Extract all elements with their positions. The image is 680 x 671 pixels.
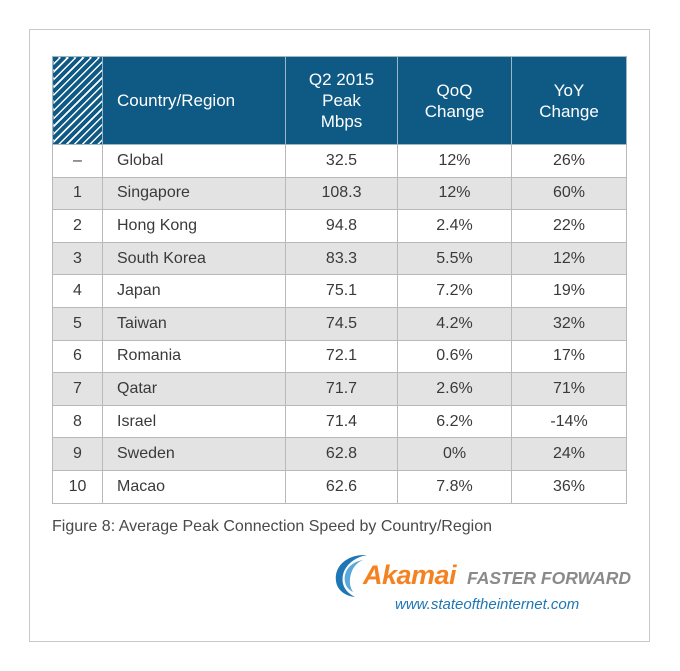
rank-cell: 7 [52, 372, 103, 406]
country-cell: Japan [102, 274, 286, 308]
yoy-cell: 71% [511, 372, 627, 406]
table-row: 2 Hong Kong 94.8 2.4% 22% [52, 209, 627, 243]
qoq-cell: 4.2% [397, 306, 512, 341]
rank-cell: 10 [52, 469, 103, 504]
yoy-cell: 32% [511, 306, 627, 341]
peak-speed-table: Country/Region Q2 2015 Peak Mbps QoQ Cha… [52, 56, 627, 504]
website-link[interactable]: www.stateoftheinternet.com [395, 596, 580, 613]
peak-cell: 83.3 [285, 241, 398, 276]
country-cell: Singapore [102, 176, 286, 211]
header-yoy-line-1: YoY [553, 80, 585, 100]
akamai-logo: Akamai FASTER FORWARD www.stateoftheinte… [333, 552, 643, 616]
peak-cell: 71.7 [285, 372, 398, 406]
rank-cell: 4 [52, 274, 103, 308]
yoy-cell: 36% [511, 469, 627, 504]
country-cell: South Korea [102, 241, 286, 276]
yoy-cell: 22% [511, 209, 627, 243]
qoq-cell: 2.4% [397, 209, 512, 243]
table-row: 1 Singapore 108.3 12% 60% [52, 176, 627, 211]
table-row: 5 Taiwan 74.5 4.2% 32% [52, 306, 627, 341]
peak-cell: 62.8 [285, 437, 398, 471]
peak-cell: 108.3 [285, 176, 398, 211]
qoq-cell: 6.2% [397, 404, 512, 439]
figure-caption: Figure 8: Average Peak Connection Speed … [52, 518, 492, 535]
yoy-cell: 17% [511, 339, 627, 374]
header-country: Country/Region [102, 56, 286, 145]
brand-tagline: FASTER FORWARD [467, 568, 631, 588]
qoq-cell: 12% [397, 176, 512, 211]
header-qoq-line-2: Change [424, 101, 485, 121]
header-peak-mbps: Q2 2015 Peak Mbps [285, 56, 398, 145]
table-row: – Global 32.5 12% 26% [52, 144, 627, 178]
qoq-cell: 12% [397, 144, 512, 178]
country-cell: Qatar [102, 372, 286, 406]
rank-cell: 3 [52, 241, 103, 276]
country-cell: Global [102, 144, 286, 178]
yoy-cell: 60% [511, 176, 627, 211]
rank-cell: 9 [52, 437, 103, 471]
header-peak-line-1: Q2 2015 [308, 70, 375, 89]
peak-cell: 32.5 [285, 144, 398, 178]
rank-cell: 6 [52, 339, 103, 374]
yoy-cell: -14% [511, 404, 627, 439]
rank-cell: 2 [52, 209, 103, 243]
peak-cell: 94.8 [285, 209, 398, 243]
table-row: 3 South Korea 83.3 5.5% 12% [52, 241, 627, 276]
country-cell: Romania [102, 339, 286, 374]
table-row: 8 Israel 71.4 6.2% -14% [52, 404, 627, 439]
rank-cell: 8 [52, 404, 103, 439]
peak-cell: 74.5 [285, 306, 398, 341]
country-cell: Sweden [102, 437, 286, 471]
yoy-cell: 24% [511, 437, 627, 471]
table-row: 7 Qatar 71.7 2.6% 71% [52, 372, 627, 406]
peak-cell: 72.1 [285, 339, 398, 374]
qoq-cell: 5.5% [397, 241, 512, 276]
yoy-cell: 26% [511, 144, 627, 178]
qoq-cell: 2.6% [397, 372, 512, 406]
header-peak-line-3: Mbps [320, 112, 363, 131]
header-qoq-change: QoQ Change [397, 56, 512, 145]
header-yoy-line-2: Change [539, 101, 599, 121]
country-cell: Taiwan [102, 306, 286, 341]
table-row: 6 Romania 72.1 0.6% 17% [52, 339, 627, 374]
header-yoy-change: YoY Change [511, 56, 627, 145]
qoq-cell: 0% [397, 437, 512, 471]
header-peak-line-2: Peak [322, 91, 361, 110]
header-qoq-line-1: QoQ [436, 80, 473, 100]
table-row: 10 Macao 62.6 7.8% 36% [52, 469, 627, 504]
table-row: 9 Sweden 62.8 0% 24% [52, 437, 627, 471]
country-cell: Hong Kong [102, 209, 286, 243]
rank-cell: – [52, 144, 103, 178]
rank-header-hatch [52, 56, 103, 145]
peak-cell: 71.4 [285, 404, 398, 439]
country-cell: Israel [102, 404, 286, 439]
akamai-swoosh-icon [335, 554, 367, 597]
brand-name: Akamai [363, 560, 457, 590]
peak-cell: 62.6 [285, 469, 398, 504]
qoq-cell: 0.6% [397, 339, 512, 374]
country-cell: Macao [102, 469, 286, 504]
qoq-cell: 7.2% [397, 274, 512, 308]
table-row: 4 Japan 75.1 7.2% 19% [52, 274, 627, 308]
yoy-cell: 12% [511, 241, 627, 276]
rank-cell: 1 [52, 176, 103, 211]
table-header-row: Country/Region Q2 2015 Peak Mbps QoQ Cha… [52, 56, 627, 145]
rank-cell: 5 [52, 306, 103, 341]
peak-cell: 75.1 [285, 274, 398, 308]
yoy-cell: 19% [511, 274, 627, 308]
qoq-cell: 7.8% [397, 469, 512, 504]
